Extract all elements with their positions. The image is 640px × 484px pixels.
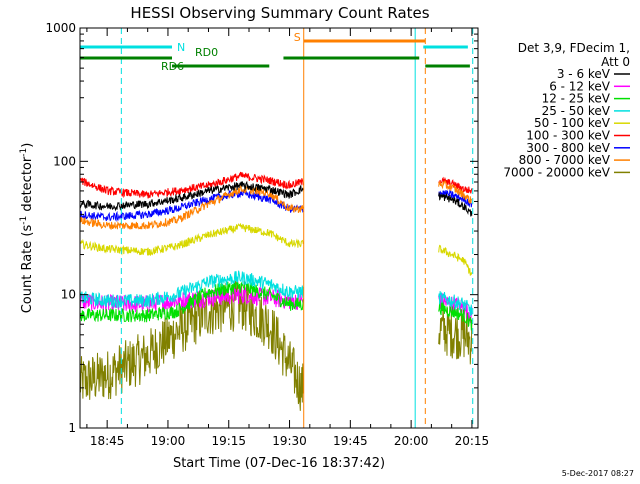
y-axis-label-mid: detector: [20, 156, 35, 216]
series-line-300-800-kev-seg1: [438, 188, 473, 208]
legend-label-3-6-kev: 3 - 6 keV: [557, 67, 611, 81]
series-line-100-300-kev-seg1: [438, 176, 473, 194]
series-line-100-300-kev-seg0: [80, 171, 304, 199]
y-axis-label-main: Count Rate (s: [20, 225, 35, 314]
legend-label-800-7000-kev: 800 - 7000 keV: [519, 153, 611, 167]
legend-label-12-25-kev: 12 - 25 keV: [542, 92, 611, 106]
y-axis-ticks: 1 10 100 1000: [45, 21, 478, 435]
series-line-300-800-kev-seg0: [80, 188, 304, 223]
series-line-50-100-kev-seg0: [80, 223, 304, 256]
series-line-7000-20000-kev-seg1: [438, 307, 473, 365]
series-line-25-50-kev-seg0: [80, 270, 304, 308]
legend-label-50-100-kev: 50 - 100 keV: [534, 116, 611, 130]
flag-label-n: N: [177, 41, 185, 54]
x-tick-label-19-30: 19:30: [272, 434, 307, 448]
flag-label-s: S: [294, 31, 301, 44]
legend-header-2: Att 0: [601, 55, 630, 69]
series-line-12-25-kev-seg1: [438, 301, 473, 331]
y-tick-label-10: 10: [61, 288, 76, 302]
footer-timestamp: 5-Dec-2017 08:27: [562, 469, 634, 478]
x-tick-label-19-15: 19:15: [211, 434, 246, 448]
y-axis-label-sup2: -1: [19, 148, 29, 157]
legend-label-6-12-kev: 6 - 12 keV: [549, 79, 611, 93]
series-line-25-50-kev-seg1: [438, 291, 473, 317]
flag-label-rd6: RD6: [161, 60, 184, 73]
y-axis-label-sup1: -1: [19, 216, 29, 225]
legend-label-100-300-kev: 100 - 300 keV: [526, 129, 610, 143]
series-line-3-6-kev-seg0: [80, 180, 304, 212]
x-axis-label: Start Time (07-Dec-16 18:37:42): [173, 456, 385, 471]
y-tick-label-1000: 1000: [45, 21, 76, 35]
y-tick-label-1: 1: [68, 421, 76, 435]
series-line-6-12-kev-seg1: [438, 293, 473, 324]
legend-header-1: Det 3,9, FDecim 1,: [518, 41, 630, 55]
y-axis-label-end: ): [20, 143, 35, 148]
legend-label-25-50-kev: 25 - 50 keV: [542, 104, 611, 118]
series-line-3-6-kev-seg1: [438, 192, 473, 217]
x-tick-label-20-00: 20:00: [394, 434, 429, 448]
flag-bars: N S RD0 RD6: [80, 31, 470, 73]
x-tick-label-19-45: 19:45: [333, 434, 368, 448]
x-tick-label-18-45: 18:45: [90, 434, 125, 448]
series-line-800-7000-kev-seg1: [438, 180, 473, 204]
series-line-7000-20000-kev-seg0: [80, 279, 304, 411]
series-line-12-25-kev-seg0: [80, 280, 304, 323]
y-tick-label-100: 100: [53, 154, 76, 168]
series-line-50-100-kev-seg1: [438, 244, 473, 276]
legend-label-300-800-kev: 300 - 800 keV: [526, 141, 610, 155]
series-layer: [80, 171, 473, 411]
plot-frame: [79, 27, 479, 429]
x-axis-ticks: 18:45 19:00 19:15 19:30 19:45 20:00 20:15: [86, 28, 490, 448]
flag-label-rd0: RD0: [195, 46, 218, 59]
y-axis-label: Count Rate (s-1 detector-1): [19, 143, 35, 314]
legend-label-7000-20000-kev: 7000 - 20000 keV: [503, 165, 610, 179]
x-tick-label-19-00: 19:00: [151, 434, 186, 448]
chart-title: HESSI Observing Summary Count Rates: [130, 4, 429, 22]
x-tick-label-20-15: 20:15: [455, 434, 490, 448]
